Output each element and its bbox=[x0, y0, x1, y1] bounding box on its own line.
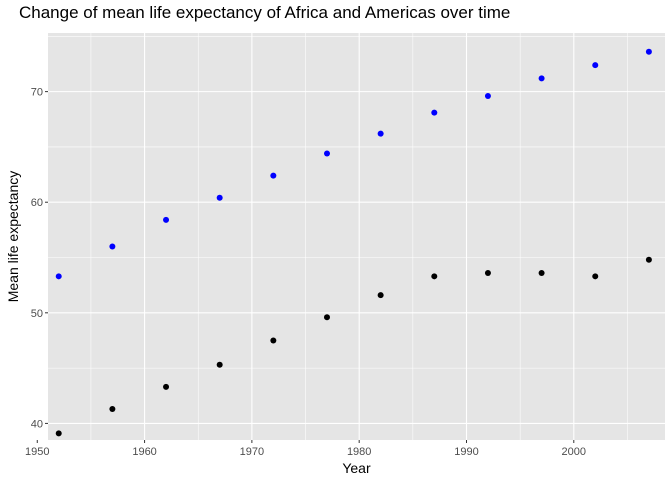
data-point bbox=[270, 172, 277, 179]
data-point bbox=[645, 256, 652, 263]
data-point bbox=[163, 383, 170, 390]
x-axis-ticks: 1950 1960 1970 1980 1990 2000 bbox=[25, 440, 586, 458]
x-tick-label: 1960 bbox=[132, 446, 156, 458]
data-point bbox=[323, 150, 330, 157]
data-point bbox=[484, 93, 491, 100]
data-point bbox=[538, 269, 545, 276]
y-tick-label: 60 bbox=[31, 197, 43, 209]
x-tick-label: 2000 bbox=[562, 446, 586, 458]
data-point bbox=[377, 292, 384, 299]
y-axis-ticks: 40 50 60 70 bbox=[31, 87, 48, 430]
y-tick-label: 50 bbox=[31, 308, 43, 320]
x-tick-label: 1950 bbox=[25, 446, 49, 458]
x-tick-label: 1990 bbox=[454, 446, 478, 458]
data-points bbox=[55, 48, 652, 437]
y-axis-label: Mean life expectancy bbox=[5, 171, 21, 303]
data-point bbox=[377, 130, 384, 137]
data-point bbox=[323, 314, 330, 321]
data-point bbox=[109, 406, 116, 413]
data-point bbox=[163, 216, 170, 223]
data-point bbox=[431, 273, 438, 280]
grid-minor bbox=[48, 33, 665, 440]
chart-title: Change of mean life expectancy of Africa… bbox=[19, 3, 511, 22]
plot-panel bbox=[48, 33, 665, 440]
data-point bbox=[109, 243, 116, 250]
data-point bbox=[431, 109, 438, 116]
grid-major bbox=[36, 33, 665, 440]
x-tick-label: 1980 bbox=[347, 446, 371, 458]
data-point bbox=[270, 337, 277, 344]
data-point bbox=[538, 75, 545, 82]
data-point bbox=[592, 273, 599, 280]
x-tick-label: 1970 bbox=[240, 446, 264, 458]
data-point bbox=[55, 273, 62, 280]
y-tick-label: 40 bbox=[31, 418, 43, 430]
data-point bbox=[592, 62, 599, 69]
data-point bbox=[55, 430, 62, 437]
x-axis-label: Year bbox=[342, 460, 371, 476]
data-point bbox=[216, 361, 223, 368]
y-tick-label: 70 bbox=[31, 87, 43, 99]
data-point bbox=[484, 269, 491, 276]
data-point bbox=[216, 194, 223, 201]
data-point bbox=[645, 48, 652, 55]
